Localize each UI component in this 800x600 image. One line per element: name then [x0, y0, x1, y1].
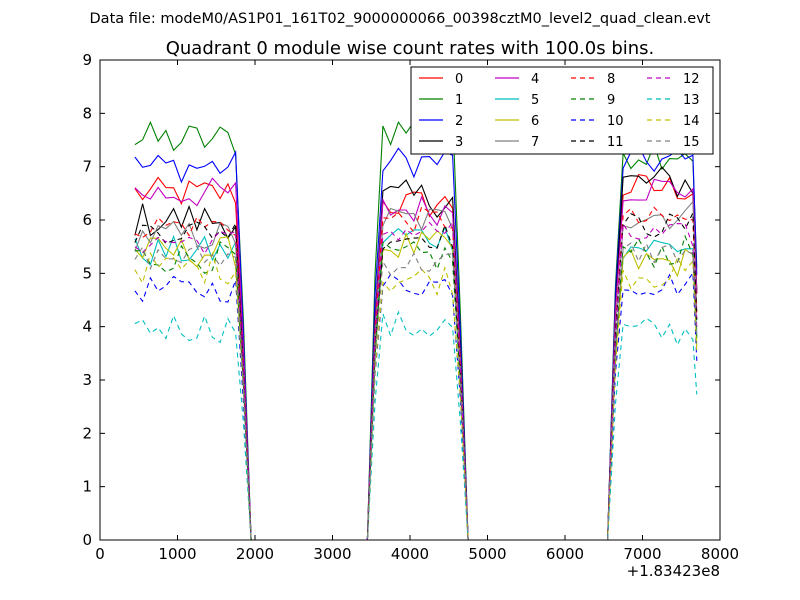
- series-line-2: [134, 144, 698, 541]
- x-tick-label: 2000: [236, 545, 274, 563]
- series-line-3: [134, 166, 698, 541]
- legend-label: 5: [531, 93, 539, 108]
- x-tick-label: 7000: [623, 545, 661, 563]
- y-tick-label: 5: [82, 264, 92, 282]
- legend-label: 2: [455, 114, 463, 129]
- y-tick-label: 2: [82, 424, 92, 442]
- legend-label: 7: [531, 135, 539, 150]
- legend-label: 14: [683, 114, 700, 129]
- x-tick-label: 1000: [158, 545, 196, 563]
- legend-label: 11: [607, 135, 624, 150]
- series-line-1: [134, 112, 698, 541]
- series-line-0: [134, 173, 698, 541]
- y-tick-label: 4: [82, 318, 92, 336]
- x-tick-label: 3000: [313, 545, 351, 563]
- y-tick-label: 9: [82, 51, 92, 69]
- legend-label: 12: [683, 72, 700, 87]
- series-line-13: [134, 310, 698, 541]
- y-tick-label: 8: [82, 104, 92, 122]
- chart-suptitle: Data file: modeM0/AS1P01_161T02_90000000…: [90, 11, 711, 27]
- legend-label: 15: [683, 135, 700, 150]
- series-line-15: [134, 242, 698, 541]
- plot-lines: [134, 112, 698, 541]
- legend-label: 3: [455, 135, 463, 150]
- y-tick-label: 3: [82, 371, 92, 389]
- series-line-8: [134, 206, 698, 541]
- x-tick-label: 0: [95, 545, 105, 563]
- x-tick-label: 8000: [701, 545, 739, 563]
- legend-box: [410, 66, 714, 155]
- y-tick-label: 0: [82, 531, 92, 549]
- y-tick-label: 6: [82, 211, 92, 229]
- legend-label: 10: [607, 114, 624, 129]
- series-line-14: [134, 251, 698, 541]
- x-axis-offset-label: +1.83423e8: [627, 562, 720, 580]
- series-line-10: [134, 271, 698, 541]
- series-line-4: [134, 177, 698, 541]
- series-line-7: [134, 200, 698, 541]
- legend-label: 8: [607, 72, 615, 87]
- series-line-12: [134, 220, 698, 541]
- y-tick-label: 7: [82, 158, 92, 176]
- x-tick-label: 6000: [546, 545, 584, 563]
- legend-label: 6: [531, 114, 539, 129]
- legend-label: 1: [455, 93, 463, 108]
- legend-label: 9: [607, 93, 615, 108]
- axes: 0 1000 2000 3000 4000 5000 6000 7000 80000123456…: [82, 51, 739, 563]
- legend-label: 0: [455, 72, 463, 87]
- series-line-11: [134, 212, 698, 541]
- legend-label: 4: [531, 72, 539, 87]
- legend-label: 13: [683, 93, 700, 108]
- chart-title: Quadrant 0 module wise count rates with …: [166, 38, 655, 59]
- x-tick-label: 5000: [468, 545, 506, 563]
- y-tick-label: 1: [82, 478, 92, 496]
- x-tick-label: 4000: [391, 545, 429, 563]
